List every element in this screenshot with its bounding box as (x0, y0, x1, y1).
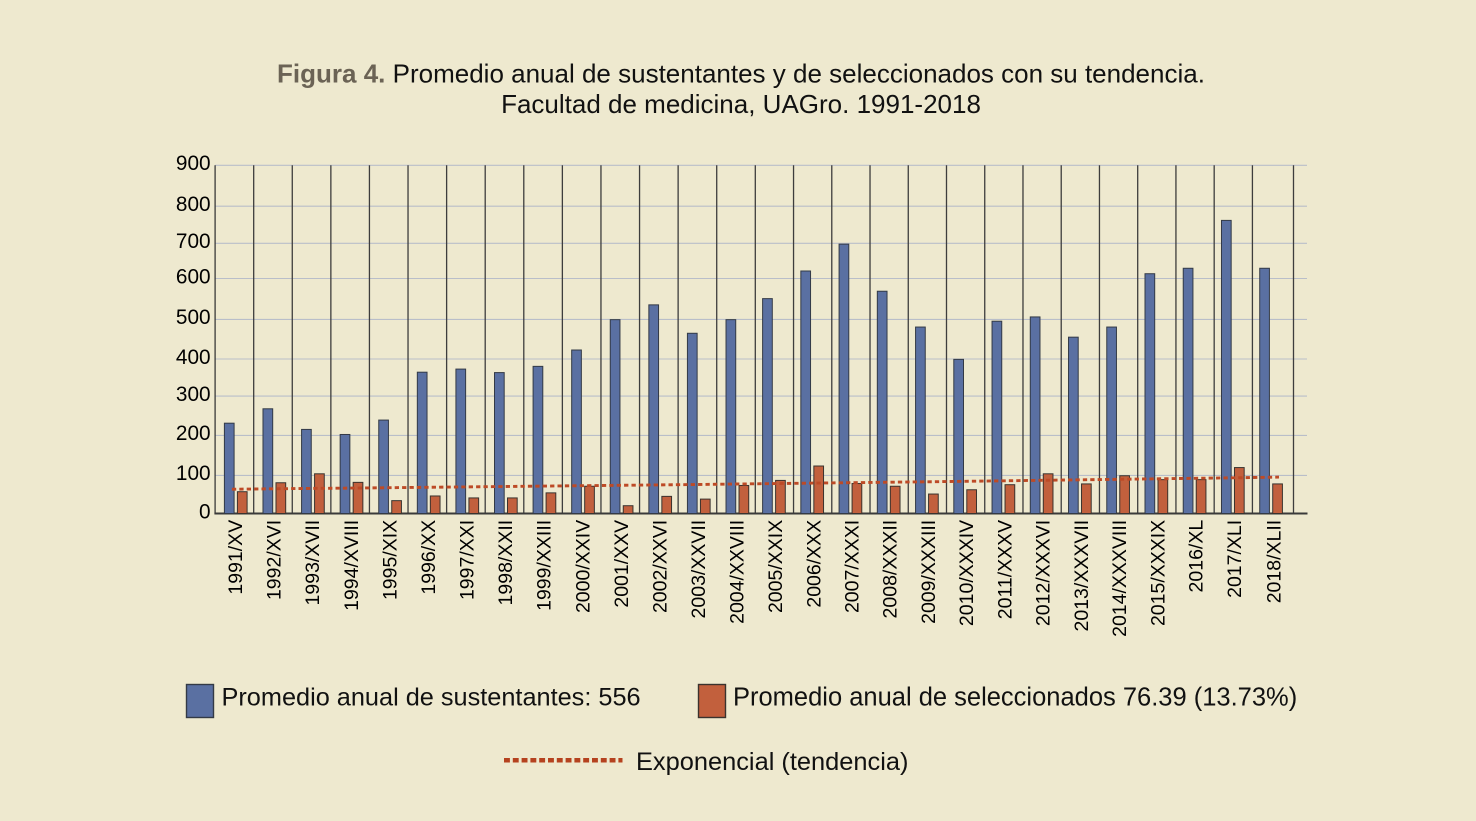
svg-text:2003/XXVII: 2003/XXVII (688, 520, 710, 619)
svg-text:1994/XVIII: 1994/XVIII (341, 520, 363, 611)
svg-text:2006/XXX: 2006/XXX (803, 520, 825, 608)
svg-text:2000/XXIV: 2000/XXIV (572, 520, 594, 613)
svg-text:Figura 4. Promedio anual de su: Figura 4. Promedio anual de sustentantes… (277, 59, 1205, 89)
svg-text:2008/XXXII: 2008/XXXII (880, 520, 902, 619)
svg-text:1991/XV: 1991/XV (225, 520, 247, 595)
svg-text:700: 700 (176, 230, 211, 253)
svg-text:2004/XXVIII: 2004/XXVIII (727, 520, 749, 624)
svg-text:900: 900 (176, 152, 211, 175)
svg-text:1993/XVII: 1993/XVII (302, 520, 324, 606)
svg-text:2001/XXV: 2001/XXV (611, 520, 633, 608)
svg-text:2015/XXXIX: 2015/XXXIX (1147, 520, 1169, 626)
svg-text:800: 800 (176, 193, 211, 216)
svg-text:2016/XL: 2016/XL (1186, 520, 1208, 593)
svg-text:1997/XXI: 1997/XXI (457, 520, 479, 600)
svg-text:Promedio anual de seleccionado: Promedio anual de seleccionados 76.39 (1… (733, 684, 1297, 712)
svg-text:1995/XIX: 1995/XIX (379, 520, 401, 600)
svg-text:1998/XXII: 1998/XXII (495, 520, 517, 606)
svg-text:1996/XX: 1996/XX (418, 520, 440, 595)
svg-text:0: 0 (199, 500, 211, 523)
svg-text:1999/XXIII: 1999/XXIII (534, 520, 556, 611)
svg-text:2013/XXXVII: 2013/XXXVII (1071, 520, 1093, 632)
svg-text:400: 400 (176, 346, 211, 369)
svg-text:Facultad de medicina, UAGro. 1: Facultad de medicina, UAGro. 1991-2018 (501, 89, 981, 119)
svg-text:Exponencial (tendencia): Exponencial (tendencia) (636, 748, 908, 776)
svg-text:2010/XXXIV: 2010/XXXIV (956, 520, 978, 626)
svg-text:2018/XLII: 2018/XLII (1264, 520, 1286, 603)
svg-text:2014/XXXVIII: 2014/XXXVIII (1109, 520, 1131, 637)
svg-text:100: 100 (176, 462, 211, 485)
svg-text:2007/XXXI: 2007/XXXI (842, 520, 864, 613)
svg-text:1992/XVI: 1992/XVI (264, 520, 286, 600)
svg-text:2009/XXXIII: 2009/XXXIII (918, 520, 940, 624)
svg-text:2017/XLI: 2017/XLI (1224, 520, 1246, 598)
svg-text:200: 200 (176, 422, 211, 445)
svg-text:500: 500 (176, 306, 211, 329)
svg-text:2011/XXXV: 2011/XXXV (995, 520, 1017, 619)
svg-text:300: 300 (176, 383, 211, 406)
svg-text:Promedio anual de sustentantes: Promedio anual de sustentantes: 556 (222, 684, 641, 712)
svg-text:2002/XXVI: 2002/XXVI (649, 520, 671, 613)
svg-text:2005/XXIX: 2005/XXIX (765, 520, 787, 613)
svg-text:2012/XXXVI: 2012/XXXVI (1033, 520, 1055, 626)
svg-text:600: 600 (176, 265, 211, 288)
